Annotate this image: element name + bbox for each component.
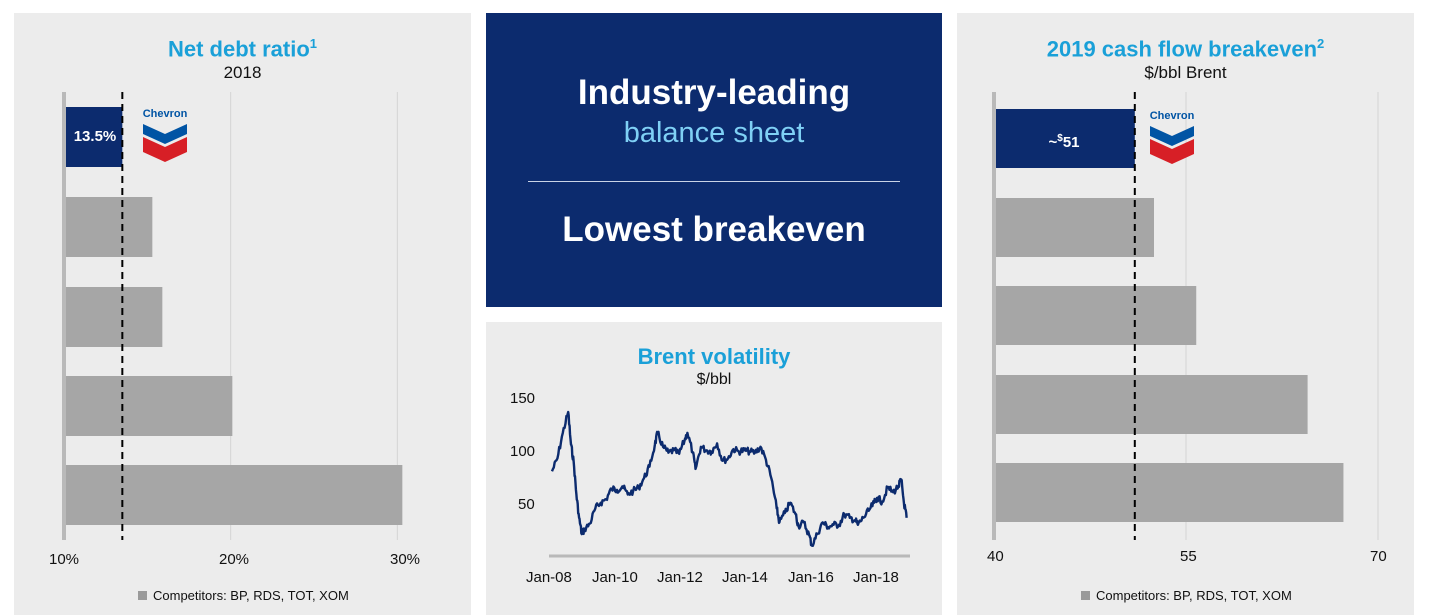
breakeven-bar-chevron <box>996 109 1135 168</box>
headline-line1: Industry-leading <box>577 73 851 112</box>
x-tick-label: 40 <box>987 548 1004 565</box>
chevron-logo-icon: Chevron <box>139 108 191 164</box>
legend-swatch <box>1081 591 1090 600</box>
net-debt-legend: Competitors: BP, RDS, TOT, XOM <box>138 588 349 603</box>
x-tick-label: Jan-16 <box>788 569 834 586</box>
headline-line2: balance sheet <box>623 117 805 149</box>
x-tick-label: Jan-08 <box>526 569 572 586</box>
y-tick-label: 150 <box>510 390 536 407</box>
x-tick-label: Jan-10 <box>592 569 638 586</box>
net-debt-bar-competitor <box>66 376 233 436</box>
brent-panel: Brent volatility $/bbl <box>486 322 942 615</box>
breakeven-title: 2019 cash flow breakeven2 <box>1046 36 1325 62</box>
chevron-logo-icon: Chevron <box>1146 110 1198 166</box>
callout-left: 13.5% <box>66 107 124 167</box>
brent-subtitle: $/bbl <box>696 371 732 388</box>
brent-title: Brent volatility <box>637 344 791 369</box>
breakeven-subtitle: $/bbl Brent <box>1144 63 1227 82</box>
headline-divider <box>528 181 900 182</box>
breakeven-bar-competitor <box>996 375 1308 434</box>
x-tick-label: Jan-18 <box>853 569 899 586</box>
net-debt-bar-competitor <box>66 197 153 257</box>
x-tick-label: 20% <box>219 551 250 568</box>
breakeven-bar-competitor <box>996 286 1197 345</box>
net-debt-bar-competitor <box>66 287 163 347</box>
headline-line3: Lowest breakeven <box>562 210 866 249</box>
headline-box: Industry-leading balance sheet Lowest br… <box>486 13 942 307</box>
x-tick-label: Jan-14 <box>722 569 768 586</box>
callout-right: ~$51 <box>1048 133 1080 151</box>
net-debt-bar-chevron <box>66 107 123 167</box>
net-debt-title: Net debt ratio1 <box>167 36 318 62</box>
breakeven-bar-competitor <box>996 463 1344 522</box>
legend-swatch <box>138 591 147 600</box>
brent-series-line <box>550 410 908 547</box>
y-tick-label: 100 <box>510 443 536 460</box>
y-tick-label: 50 <box>518 496 535 513</box>
net-debt-chevron-label: 13.5% <box>73 128 117 145</box>
net-debt-subtitle: 2018 <box>223 63 262 82</box>
breakeven-bar-competitor <box>996 198 1154 257</box>
breakeven-legend: Competitors: BP, RDS, TOT, XOM <box>1081 588 1292 603</box>
x-tick-label: 10% <box>49 551 80 568</box>
x-tick-label: 55 <box>1180 548 1197 565</box>
x-tick-label: 30% <box>390 551 421 568</box>
x-tick-label: Jan-12 <box>657 569 703 586</box>
x-tick-label: 70 <box>1370 548 1387 565</box>
